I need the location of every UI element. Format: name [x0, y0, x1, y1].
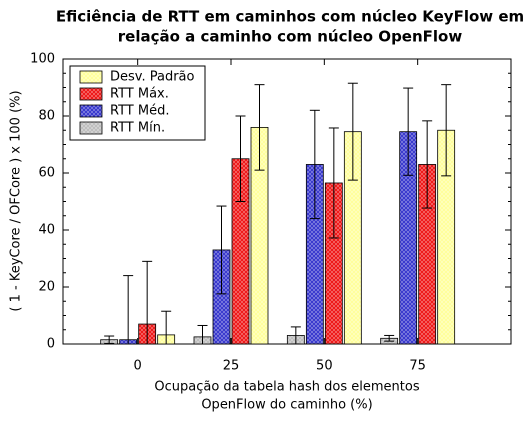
legend-label: Desv. Padrão	[110, 70, 195, 85]
error-bar	[347, 82, 358, 181]
chart-title: Eficiência de RTT em caminhos com núcleo…	[56, 8, 524, 26]
legend-swatch	[79, 87, 103, 101]
error-bar	[197, 324, 208, 344]
error-bar	[235, 115, 246, 202]
error-bar	[290, 326, 301, 344]
error-bar	[384, 334, 395, 342]
error-bar	[441, 84, 452, 177]
chart-title: relação a caminho com núcleo OpenFlow	[118, 28, 463, 46]
legend-label: RTT Mín.	[110, 121, 165, 136]
y-axis-label: ( 1 - KeyCore / OFCore ) x 100 (%)	[9, 90, 24, 311]
y-tick-label: 20	[38, 280, 55, 295]
legend-swatch	[79, 121, 103, 135]
x-tick-label: 0	[134, 359, 142, 374]
plot-area	[100, 82, 456, 344]
error-bar	[123, 275, 134, 344]
error-bar	[216, 205, 227, 295]
error-bar	[142, 260, 153, 344]
x-axis-label: Ocupação da tabela hash dos elementos	[154, 380, 419, 395]
y-tick-label: 0	[47, 337, 55, 352]
error-bar	[328, 127, 339, 239]
y-tick-label: 60	[38, 166, 55, 181]
legend-swatch	[79, 70, 103, 84]
y-tick-label: 80	[38, 109, 55, 124]
legend-swatch	[79, 104, 103, 118]
x-axis-label: OpenFlow do caminho (%)	[201, 398, 372, 413]
error-bar	[254, 84, 265, 171]
error-bar	[104, 335, 115, 344]
x-tick-label: 25	[223, 359, 240, 374]
legend-label: RTT Máx.	[110, 87, 169, 102]
error-bar	[309, 109, 320, 220]
error-bar	[403, 87, 414, 176]
x-tick-label: 50	[316, 359, 333, 374]
error-bar	[422, 120, 433, 209]
y-tick-label: 40	[38, 223, 55, 238]
legend-label: RTT Méd.	[110, 104, 169, 119]
x-tick-label: 75	[409, 359, 426, 374]
error-bar	[161, 310, 172, 344]
y-tick-label: 100	[30, 52, 55, 67]
